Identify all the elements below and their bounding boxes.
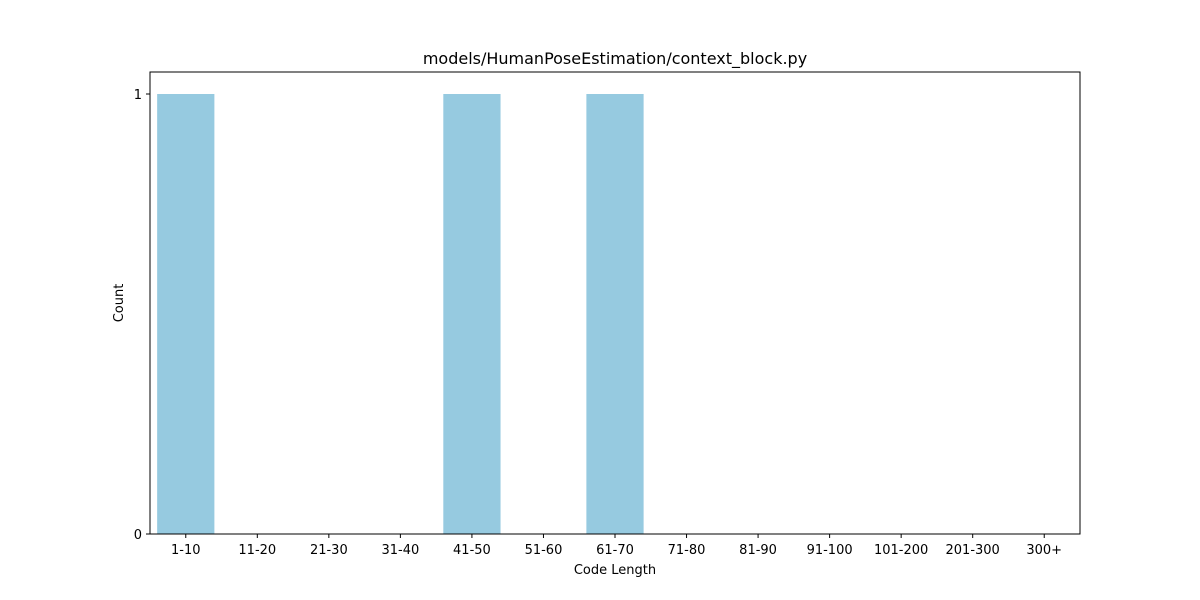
x-tick-label: 71-80: [668, 543, 706, 558]
chart-title: models/HumanPoseEstimation/context_block…: [423, 49, 807, 69]
x-tick-label: 21-30: [310, 543, 348, 558]
x-axis-label: Code Length: [574, 563, 656, 578]
x-tick-label: 11-20: [238, 543, 276, 558]
x-tick-label: 31-40: [381, 543, 419, 558]
y-axis-ticks: 01: [134, 88, 150, 543]
bar-61-70: [586, 94, 644, 534]
x-tick-label: 91-100: [807, 543, 853, 558]
x-tick-label: 41-50: [453, 543, 491, 558]
y-axis-label: Count: [112, 284, 127, 323]
x-axis-ticks: 1-10 11-20 21-30 31-40 41-50 51-60 61-70 71-80 8…: [171, 534, 1062, 558]
bar-1-10: [157, 94, 215, 534]
plot-frame: [149, 71, 1081, 535]
bars-layer: [157, 94, 644, 534]
x-tick-label: 1-10: [171, 543, 201, 558]
x-tick-label: 61-70: [596, 543, 634, 558]
x-tick-label: 101-200: [874, 543, 928, 558]
x-tick-label: 201-300: [946, 543, 1000, 558]
bar-41-50: [443, 94, 501, 534]
y-tick-label: 1: [134, 88, 142, 103]
x-tick-label: 81-90: [739, 543, 777, 558]
y-tick-label: 0: [134, 528, 142, 543]
x-tick-label: 51-60: [525, 543, 563, 558]
x-tick-label: 300+: [1026, 543, 1062, 558]
